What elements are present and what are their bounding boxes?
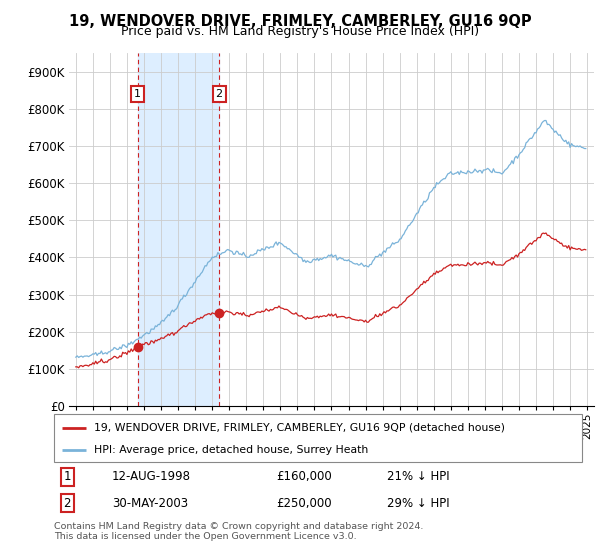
Bar [137,53,219,406]
Text: 1: 1 [134,89,141,99]
Text: 12-AUG-1998: 12-AUG-1998 [112,470,191,483]
Text: 2: 2 [215,89,223,99]
Text: Price paid vs. HM Land Registry's House Price Index (HPI): Price paid vs. HM Land Registry's House … [121,25,479,38]
Text: 1: 1 [64,470,71,483]
Text: 19, WENDOVER DRIVE, FRIMLEY, CAMBERLEY, GU16 9QP: 19, WENDOVER DRIVE, FRIMLEY, CAMBERLEY, … [68,14,532,29]
FancyBboxPatch shape [54,414,582,462]
Text: 21% ↓ HPI: 21% ↓ HPI [386,470,449,483]
Text: 2: 2 [64,497,71,510]
Text: £160,000: £160,000 [276,470,332,483]
Text: 29% ↓ HPI: 29% ↓ HPI [386,497,449,510]
Text: HPI: Average price, detached house, Surrey Heath: HPI: Average price, detached house, Surr… [94,445,368,455]
Text: 30-MAY-2003: 30-MAY-2003 [112,497,188,510]
Text: Contains HM Land Registry data © Crown copyright and database right 2024.
This d: Contains HM Land Registry data © Crown c… [54,522,424,542]
Text: 19, WENDOVER DRIVE, FRIMLEY, CAMBERLEY, GU16 9QP (detached house): 19, WENDOVER DRIVE, FRIMLEY, CAMBERLEY, … [94,423,505,433]
Text: £250,000: £250,000 [276,497,331,510]
